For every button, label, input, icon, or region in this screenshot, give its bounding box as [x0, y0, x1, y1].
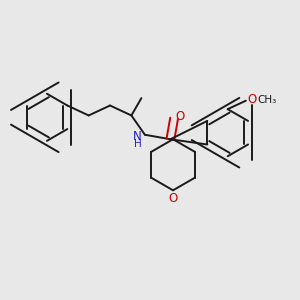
Text: N: N: [133, 130, 142, 143]
Text: H: H: [134, 139, 142, 149]
Text: O: O: [247, 93, 256, 106]
Text: O: O: [168, 192, 178, 205]
Text: CH₃: CH₃: [257, 95, 277, 105]
Text: O: O: [176, 110, 184, 123]
